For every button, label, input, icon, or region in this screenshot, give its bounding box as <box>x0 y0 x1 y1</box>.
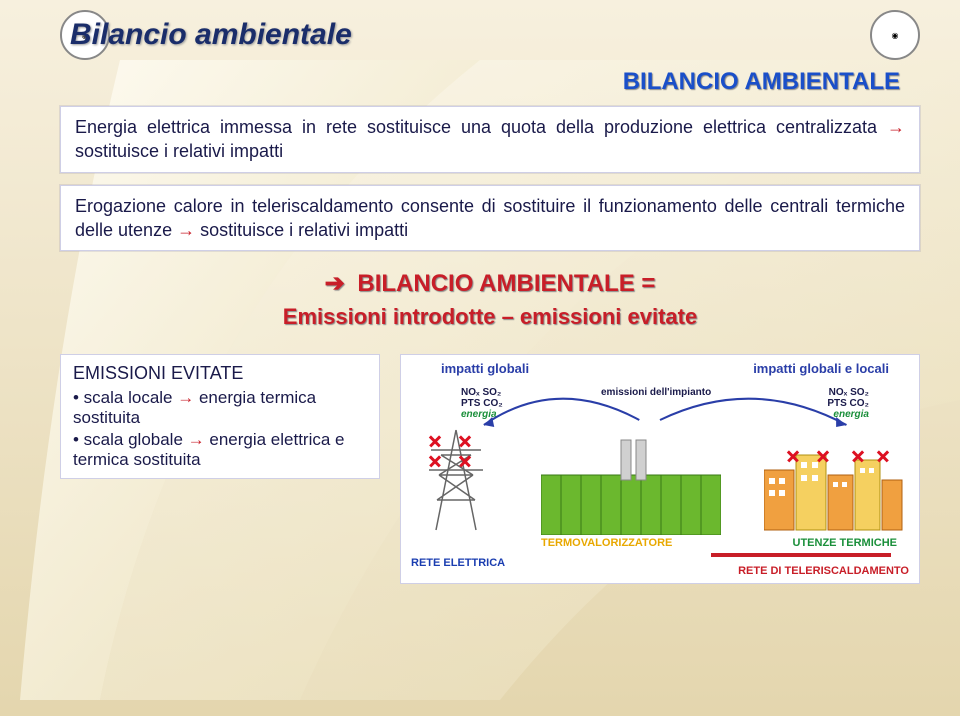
x-mark-icon <box>877 450 889 462</box>
arrow-icon: → <box>177 388 194 407</box>
evitate-title: EMISSIONI EVITATE <box>73 363 367 384</box>
bullet-global: • scala globale → energia elettrica e te… <box>73 430 367 470</box>
x-mark-icon <box>817 450 829 462</box>
emissions-avoided-box: EMISSIONI EVITATE • scala locale → energ… <box>60 354 380 479</box>
diagram: impatti globali impatti globali e locali… <box>400 354 920 584</box>
header: ◉ Bilancio ambientale ◉ <box>60 10 920 60</box>
textbox-1: Energia elettrica immessa in rete sostit… <box>60 106 920 173</box>
textbox-2: Erogazione calore in teleriscaldamento c… <box>60 185 920 252</box>
arrow-icon: → <box>177 220 195 240</box>
plant-icon <box>541 435 721 535</box>
bullet-local: • scala locale → energia termica sostitu… <box>73 388 367 428</box>
equation-block: ➔ BILANCIO AMBIENTALE = Emissioni introd… <box>60 269 920 330</box>
equation-text-1: BILANCIO AMBIENTALE = <box>357 270 655 297</box>
arrow-icon: ➔ <box>325 270 345 297</box>
arrow-icon: → <box>887 117 905 137</box>
label-impatti-locali: impatti globali e locali <box>753 361 889 376</box>
bullet-local-pre: • scala locale <box>73 388 177 407</box>
arrow-icon: → <box>188 430 205 449</box>
equation-line-1: ➔ BILANCIO AMBIENTALE = <box>60 269 920 298</box>
label-impatti-globali: impatti globali <box>441 361 529 376</box>
label-termo: TERMOVALORIZZATORE <box>541 537 672 549</box>
logo-right: ◉ <box>870 10 920 60</box>
label-rete-tele: RETE DI TELERISCALDAMENTO <box>738 565 909 577</box>
x-mark-icon <box>459 435 471 447</box>
x-mark-icon <box>429 455 441 467</box>
x-mark-icon <box>787 450 799 462</box>
equation-line-2: Emissioni introdotte – emissioni evitate <box>60 304 920 330</box>
subheading: BILANCIO AMBIENTALE <box>60 68 900 96</box>
x-mark-icon <box>852 450 864 462</box>
label-utenze: UTENZE TERMICHE <box>793 537 898 549</box>
textbox-1-text: Energia elettrica immessa in rete sostit… <box>75 117 905 161</box>
slide-title: Bilancio ambientale <box>70 18 870 52</box>
x-mark-icon <box>429 435 441 447</box>
label-rete-elettrica: RETE ELETTRICA <box>411 557 505 569</box>
bullet-global-pre: • scala globale <box>73 430 188 449</box>
tele-line <box>711 550 891 560</box>
x-mark-icon <box>459 455 471 467</box>
textbox-2-text: Erogazione calore in teleriscaldamento c… <box>75 196 905 240</box>
